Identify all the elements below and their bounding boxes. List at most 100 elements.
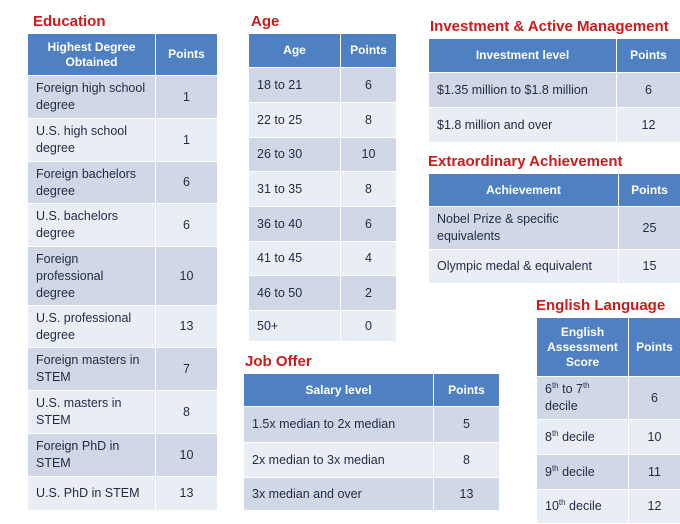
english-label: 6th to 7th decile <box>537 377 629 420</box>
age-points: 0 <box>341 311 397 342</box>
achievement-label: Olympic medal & equivalent <box>429 250 619 284</box>
investment-title: Investment & Active Management <box>430 18 669 36</box>
achievement-col-achievement: Achievement <box>429 174 619 207</box>
table-row: 50+0 <box>249 311 397 342</box>
job-offer-points: 13 <box>434 478 500 511</box>
job-offer-label: 2x median to 3x median <box>244 443 434 478</box>
age-points: 6 <box>341 207 397 242</box>
english-header-row: English Assessment Score Points <box>537 318 680 377</box>
education-label: Foreign PhD in STEM <box>28 434 156 477</box>
education-label: U.S. high school degree <box>28 119 156 162</box>
education-col-degree: Highest Degree Obtained <box>28 34 156 76</box>
age-label: 22 to 25 <box>249 103 341 138</box>
achievement-col-points: Points <box>619 174 680 207</box>
age-points: 8 <box>341 103 397 138</box>
age-label: 31 to 35 <box>249 172 341 207</box>
table-row: 9th decile 11 <box>537 455 680 490</box>
english-points: 11 <box>629 455 680 490</box>
investment-label: $1.8 million and over <box>429 108 617 143</box>
age-points: 6 <box>341 68 397 103</box>
age-label: 26 to 30 <box>249 138 341 172</box>
english-points: 10 <box>629 420 680 455</box>
education-label: U.S. PhD in STEM <box>28 477 156 511</box>
age-points: 4 <box>341 242 397 276</box>
investment-table: Investment level Points $1.35 million to… <box>428 38 680 143</box>
english-title: English Language <box>536 297 665 315</box>
education-label: U.S. bachelors degree <box>28 204 156 247</box>
table-row: 8th decile 10 <box>537 420 680 455</box>
table-row: 6th to 7th decile 6 <box>537 377 680 420</box>
education-points: 1 <box>156 76 218 119</box>
education-title: Education <box>33 13 106 31</box>
job-offer-col-salary: Salary level <box>244 374 434 407</box>
education-table: Highest Degree Obtained Points Foreign h… <box>27 33 218 511</box>
english-label: 10th decile <box>537 490 629 524</box>
job-offer-header-row: Salary level Points <box>244 374 500 407</box>
english-label: 8th decile <box>537 420 629 455</box>
english-table: English Assessment Score Points 6th to 7… <box>536 317 680 524</box>
age-label: 46 to 50 <box>249 276 341 311</box>
age-title: Age <box>251 13 279 31</box>
job-offer-label: 3x median and over <box>244 478 434 511</box>
english-label: 9th decile <box>537 455 629 490</box>
achievement-label: Nobel Prize & specific equivalents <box>429 207 619 250</box>
age-points: 10 <box>341 138 397 172</box>
education-points: 10 <box>156 434 218 477</box>
education-label: Foreign professional degree <box>28 247 156 306</box>
education-label: Foreign bachelors degree <box>28 162 156 204</box>
education-points: 7 <box>156 348 218 391</box>
investment-col-points: Points <box>617 39 680 73</box>
education-label: Foreign masters in STEM <box>28 348 156 391</box>
education-points: 1 <box>156 119 218 162</box>
education-header-row: Highest Degree Obtained Points <box>28 34 218 76</box>
achievement-header-row: Achievement Points <box>429 174 680 207</box>
investment-points: 6 <box>617 73 680 108</box>
education-label: U.S. masters in STEM <box>28 391 156 434</box>
table-row: 10th decile 12 <box>537 490 680 524</box>
job-offer-points: 5 <box>434 407 500 443</box>
age-label: 50+ <box>249 311 341 342</box>
job-offer-label: 1.5x median to 2x median <box>244 407 434 443</box>
investment-label: $1.35 million to $1.8 million <box>429 73 617 108</box>
education-points: 13 <box>156 477 218 511</box>
education-col-points: Points <box>156 34 218 76</box>
age-label: 18 to 21 <box>249 68 341 103</box>
education-points: 10 <box>156 247 218 306</box>
education-label: U.S. professional degree <box>28 306 156 348</box>
english-col-points: Points <box>629 318 680 377</box>
achievement-table: Achievement Points Nobel Prize & specifi… <box>428 173 680 284</box>
job-offer-title: Job Offer <box>245 353 312 371</box>
education-points: 13 <box>156 306 218 348</box>
age-label: 41 to 45 <box>249 242 341 276</box>
age-points: 2 <box>341 276 397 311</box>
job-offer-table: Salary level Points 1.5x median to 2x me… <box>243 373 500 511</box>
achievement-points: 15 <box>619 250 680 284</box>
achievement-points: 25 <box>619 207 680 250</box>
english-points: 6 <box>629 377 680 420</box>
age-header-row: Age Points <box>249 34 397 68</box>
investment-col-level: Investment level <box>429 39 617 73</box>
english-points: 12 <box>629 490 680 524</box>
